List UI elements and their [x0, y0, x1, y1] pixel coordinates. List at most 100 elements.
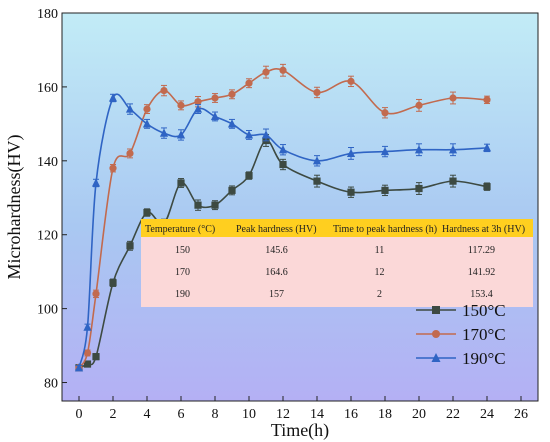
x-tick-label: 8 [212, 407, 219, 422]
data-point [143, 105, 151, 113]
table-header-cell: Temperature (°C) [145, 224, 215, 235]
table-cell: 157 [269, 289, 284, 300]
data-point [483, 96, 491, 104]
data-point [245, 79, 253, 87]
table-cell: 164.6 [265, 267, 288, 278]
table-header-cell: Hardness at 3h (HV) [442, 224, 525, 235]
data-point [91, 178, 101, 187]
data-point [83, 360, 92, 368]
data-point [126, 242, 134, 250]
table-header-cell: Peak hardness (HV) [236, 224, 317, 235]
series-0 [75, 134, 491, 372]
data-point [143, 208, 151, 217]
x-axis-label: Time(h) [271, 420, 329, 441]
y-tick-label: 140 [37, 155, 58, 170]
table-cell: 2 [377, 289, 382, 300]
data-point [228, 90, 236, 98]
data-point [449, 177, 457, 185]
data-point [279, 66, 287, 74]
data-point [193, 104, 203, 113]
data-point [177, 101, 185, 109]
data-point [262, 68, 270, 76]
data-point [482, 143, 492, 152]
data-point [125, 104, 135, 113]
data-point [108, 93, 118, 102]
legend-marker [432, 330, 440, 338]
data-point [261, 130, 271, 139]
x-tick-label: 14 [310, 407, 324, 422]
y-axis-label: Microhardness(HV) [4, 135, 25, 280]
plot-background [61, 12, 539, 402]
x-tick-label: 18 [378, 407, 392, 422]
data-point [109, 279, 117, 287]
data-point [228, 186, 236, 194]
legend-item: 150°C [416, 301, 506, 320]
table-cell: 150 [175, 245, 190, 256]
series-1 [75, 63, 491, 372]
table-cell: 190 [175, 289, 190, 300]
y-tick-label: 80 [44, 377, 58, 392]
legend-marker [431, 353, 441, 362]
data-point [245, 171, 253, 180]
table-header-cell: Time to peak hardness (h) [333, 224, 437, 235]
x-tick-label: 6 [178, 407, 185, 422]
data-point [210, 111, 220, 121]
legend-label: 150°C [462, 301, 506, 320]
data-point [142, 119, 152, 128]
data-point [160, 87, 168, 95]
table-cell: 145.6 [265, 245, 288, 256]
legend-item: 170°C [416, 325, 506, 344]
legend-label: 190°C [462, 349, 506, 368]
data-point [194, 201, 202, 209]
data-point [448, 145, 458, 154]
data-point [126, 149, 134, 158]
data-point [483, 183, 491, 191]
legend-label: 170°C [462, 325, 506, 344]
table-cell: 11 [375, 245, 385, 256]
y-tick-label: 180 [37, 7, 58, 22]
data-point [380, 146, 390, 156]
data-point [227, 119, 237, 128]
legend-marker [432, 306, 440, 314]
data-point [244, 130, 254, 139]
data-point [109, 164, 117, 172]
data-point [347, 188, 355, 196]
data-point [381, 186, 389, 194]
data-point [313, 177, 321, 185]
data-point [177, 179, 185, 187]
data-point [278, 145, 288, 154]
x-tick-label: 22 [446, 407, 460, 422]
data-point [211, 201, 219, 209]
data-point [346, 148, 356, 158]
table-cell: 12 [375, 267, 385, 278]
table-body-bg [141, 237, 533, 307]
x-tick-label: 20 [412, 407, 426, 422]
data-point [279, 160, 287, 169]
data-point [176, 130, 186, 139]
x-tick-label: 2 [110, 407, 117, 422]
data-point [415, 101, 423, 109]
data-point [414, 145, 424, 154]
x-tick-label: 26 [514, 407, 528, 422]
data-point [312, 156, 322, 165]
x-tick-label: 24 [480, 407, 494, 422]
data-point [83, 349, 92, 357]
series-2 [74, 93, 492, 372]
data-point [347, 77, 355, 85]
data-point [415, 184, 423, 193]
data-point [449, 94, 457, 102]
table-cell: 141.92 [468, 267, 496, 278]
data-point [211, 94, 219, 102]
data-point [159, 128, 169, 137]
table-cell: 170 [175, 267, 190, 278]
data-point [83, 322, 92, 331]
y-tick-label: 120 [37, 229, 58, 244]
data-point [74, 363, 84, 372]
table-header-bg [141, 219, 533, 237]
y-tick-label: 100 [37, 303, 58, 318]
data-point [313, 88, 321, 97]
x-tick-label: 16 [344, 407, 358, 422]
series-line [78, 68, 488, 369]
x-tick-label: 12 [276, 407, 290, 422]
